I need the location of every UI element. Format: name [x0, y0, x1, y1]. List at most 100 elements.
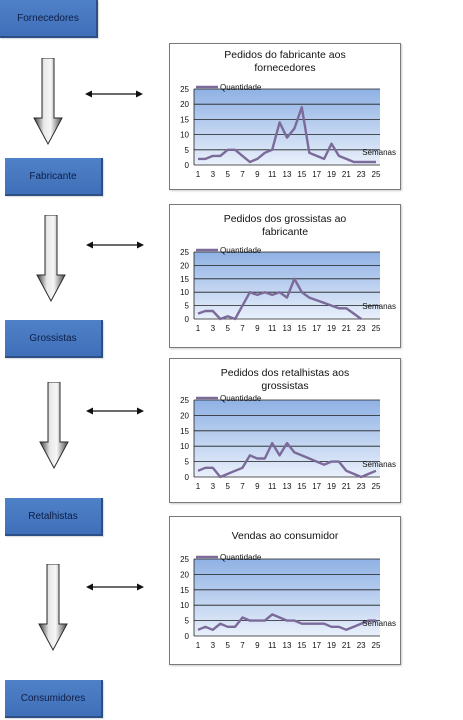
x-tick-label: 19: [327, 170, 336, 179]
plot-area: [194, 559, 380, 636]
x-tick-label: 17: [312, 170, 321, 179]
y-tick-label: 5: [185, 302, 190, 311]
stage-label: Retalhistas: [28, 510, 78, 522]
x-tick-label: 11: [268, 170, 277, 179]
chart-title: Pedidos dos retalhistas aos grossistas: [220, 367, 350, 392]
x-tick-label: 19: [327, 482, 336, 491]
chart-title: Pedidos do fabricante aos fornecedores: [224, 49, 346, 74]
x-tick-label: 15: [297, 324, 306, 333]
x-tick-label: 25: [372, 324, 381, 333]
y-tick-label: 5: [185, 458, 190, 467]
legend-label: Quantidade: [220, 246, 262, 255]
legend-label: Quantidade: [220, 394, 262, 403]
series-line: [197, 613, 376, 632]
chart-fabricante-fornecedores: Pedidos do fabricante aos fornecedores 0…: [169, 43, 401, 190]
x-tick-label: 9: [255, 324, 260, 333]
y-tick-label: 10: [180, 288, 189, 297]
x-tick-label: 7: [240, 170, 245, 179]
x-tick-label: 3: [211, 482, 216, 491]
x-tick-label: 9: [255, 170, 260, 179]
x-tick-label: 5: [225, 641, 230, 650]
y-tick-label: 15: [180, 586, 189, 595]
x-tick-label: 15: [297, 482, 306, 491]
chart-title: Pedidos dos grossistas ao fabricante: [223, 213, 347, 238]
chart-grossistas-fabricante: Pedidos dos grossistas ao fabricante 0 5 1…: [169, 204, 401, 348]
y-tick-label: 25: [180, 248, 189, 257]
y-tick-label: 10: [180, 601, 189, 610]
x-tick-label: 3: [211, 641, 216, 650]
x-tick-label: 7: [240, 482, 245, 491]
y-tick-label: 25: [180, 396, 189, 405]
y-tick-label: 0: [185, 473, 190, 482]
double-arrow-icon: [86, 241, 144, 249]
down-arrow-icon: [33, 58, 63, 146]
legend-label: Quantidade: [220, 553, 262, 562]
y-tick-label: 20: [180, 261, 189, 270]
x-tick-label: 21: [342, 641, 351, 650]
x-tick-label: 23: [357, 641, 366, 650]
x-tick-label: 25: [372, 482, 381, 491]
x-tick-label: 9: [255, 482, 260, 491]
y-tick-label: 5: [185, 146, 190, 155]
x-tick-label: 11: [268, 324, 277, 333]
x-tick-label: 3: [211, 324, 216, 333]
x-tick-label: 19: [327, 641, 336, 650]
stage-grossistas: Grossistas: [5, 320, 103, 358]
x-tick-label: 9: [255, 641, 260, 650]
chart-title: Vendas ao consumidor: [231, 530, 339, 542]
y-tick-label: 10: [180, 131, 189, 140]
x-tick-label: 25: [372, 641, 381, 650]
y-tick-label: 0: [185, 632, 190, 641]
y-tick-label: 15: [180, 115, 189, 124]
series-line: [198, 106, 376, 164]
y-tick-label: 5: [185, 617, 190, 626]
x-axis-label: Semanas: [362, 302, 396, 311]
y-tick-label: 15: [180, 275, 189, 284]
x-tick-label: 1: [196, 324, 201, 333]
double-arrow-icon: [86, 407, 144, 415]
x-tick-label: 11: [268, 641, 277, 650]
stage-fabricante: Fabricante: [5, 158, 103, 196]
y-tick-label: 20: [180, 570, 189, 579]
x-tick-label: 11: [268, 482, 277, 491]
x-axis-label: Semanas: [362, 619, 396, 628]
y-tick-label: 0: [185, 161, 190, 170]
stage-consumidores: Consumidores: [5, 680, 103, 718]
x-tick-label: 23: [357, 170, 366, 179]
down-arrow-icon: [38, 564, 68, 652]
x-tick-label: 17: [312, 324, 321, 333]
y-tick-label: 25: [180, 85, 189, 94]
stage-fornecedores: Fornecedores: [0, 0, 98, 38]
x-tick-label: 13: [283, 482, 292, 491]
x-tick-label: 5: [225, 170, 230, 179]
series-line: [197, 441, 377, 479]
double-arrow-icon: [85, 90, 143, 98]
x-tick-label: 19: [327, 324, 336, 333]
x-tick-label: 3: [211, 170, 216, 179]
x-tick-label: 1: [196, 170, 201, 179]
x-axis-label: Semanas: [362, 460, 396, 469]
y-tick-label: 15: [180, 427, 189, 436]
plot-area: [194, 400, 380, 477]
double-arrow-icon: [86, 583, 144, 591]
x-tick-label: 5: [225, 324, 230, 333]
stage-label: Grossistas: [29, 332, 77, 344]
x-tick-label: 13: [283, 324, 292, 333]
plot-area: [194, 252, 380, 319]
stage-label: Fabricante: [29, 170, 77, 182]
chart-retalhistas-grossistas: Pedidos dos retalhistas aos grossistas 0…: [169, 358, 401, 503]
x-tick-label: 7: [240, 324, 245, 333]
down-arrow-icon: [36, 215, 66, 303]
stage-label: Fornecedores: [17, 12, 79, 24]
x-tick-label: 21: [342, 482, 351, 491]
x-tick-label: 23: [357, 482, 366, 491]
x-tick-label: 1: [196, 641, 201, 650]
down-arrow-icon: [39, 382, 69, 470]
chart-vendas-consumidor: Vendas ao consumidor 0 5 10 15 20 25 1 3 5 7 9 11 13…: [169, 516, 401, 665]
x-tick-label: 17: [312, 641, 321, 650]
y-tick-label: 0: [185, 315, 190, 324]
x-tick-label: 23: [357, 324, 366, 333]
x-tick-label: 21: [342, 324, 351, 333]
